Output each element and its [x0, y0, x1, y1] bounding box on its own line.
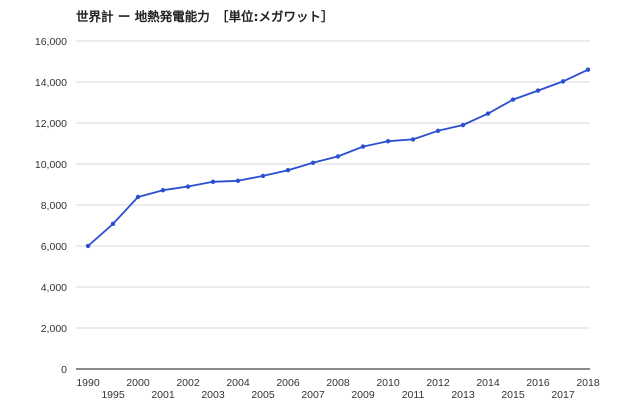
x-tick-label: 2007: [301, 389, 325, 401]
y-tick-label: 0: [61, 364, 67, 376]
data-point: [210, 179, 216, 185]
data-point: [135, 194, 141, 200]
data-point: [435, 128, 441, 133]
x-tick-label: 2001: [151, 389, 175, 401]
y-tick-label: 16,000: [35, 36, 67, 48]
data-point: [360, 144, 366, 149]
x-tick-label: 1990: [76, 377, 100, 389]
data-point: [310, 160, 316, 165]
x-tick-label: 2015: [501, 389, 525, 401]
x-tick-label: 2014: [476, 377, 500, 389]
data-point: [160, 188, 166, 193]
x-tick-label: 2016: [526, 377, 550, 389]
x-tick-label: 2000: [126, 377, 150, 389]
data-point: [560, 79, 566, 84]
data-point: [260, 173, 266, 179]
data-point: [335, 154, 341, 159]
x-tick-label: 2010: [376, 377, 400, 389]
x-tick-label: 2011: [402, 389, 425, 401]
data-point: [285, 167, 291, 173]
y-tick-label: 8,000: [41, 200, 67, 212]
x-tick-label: 2017: [551, 389, 575, 401]
x-tick-label: 2005: [251, 389, 275, 401]
data-point: [485, 111, 491, 116]
data-point: [110, 221, 116, 227]
data-point: [585, 67, 591, 72]
x-tick-label: 1995: [101, 389, 125, 401]
data-point: [85, 243, 91, 249]
x-tick-label: 2002: [176, 377, 200, 389]
data-point: [510, 97, 516, 102]
x-tick-label: 2009: [351, 389, 375, 401]
x-tick-label: 2004: [226, 377, 250, 389]
y-tick-label: 12,000: [35, 118, 67, 130]
data-point: [410, 137, 416, 142]
y-tick-label: 4,000: [41, 282, 67, 294]
y-tick-label: 14,000: [35, 77, 67, 89]
chart-title: 世界計 ー 地熱発電能力 ［単位:メガワット］: [76, 9, 334, 24]
x-tick-label: 2012: [426, 377, 450, 389]
data-point: [385, 139, 391, 144]
data-point: [460, 122, 466, 128]
x-tick-label: 2003: [201, 389, 225, 401]
data-point: [235, 178, 241, 184]
data-point: [535, 88, 541, 93]
x-tick-label: 2018: [576, 377, 600, 389]
y-tick-label: 2,000: [41, 323, 67, 335]
data-point: [185, 184, 191, 189]
x-tick-label: 2008: [326, 377, 350, 389]
y-tick-label: 10,000: [35, 159, 67, 171]
y-tick-label: 6,000: [41, 241, 67, 253]
x-tick-label: 2006: [276, 377, 300, 389]
x-tick-label: 2013: [451, 389, 475, 401]
